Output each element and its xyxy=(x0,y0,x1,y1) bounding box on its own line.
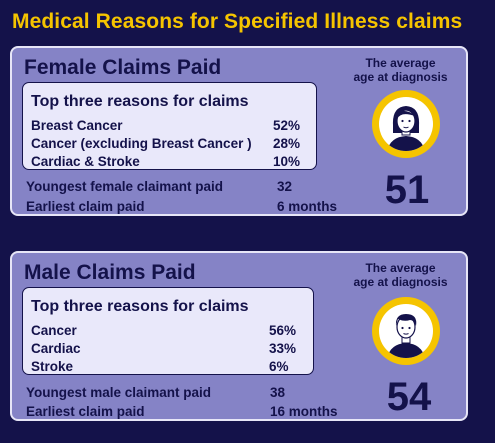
female-reason-3-label: Cardiac & Stroke xyxy=(31,154,140,169)
female-earliest-value: 6 months xyxy=(277,199,338,214)
male-reason-2-value: 33% xyxy=(269,341,297,356)
female-avg-age-value: 51 xyxy=(384,168,430,212)
female-youngest-value: 32 xyxy=(277,179,293,194)
female-reason-1-value: 52% xyxy=(273,118,301,133)
man-avatar-icon xyxy=(372,297,440,365)
male-card-title: Male Claims Paid xyxy=(24,261,196,284)
male-avg-label-line2: age at diagnosis xyxy=(353,275,448,289)
female-card-title: Female Claims Paid xyxy=(24,56,222,79)
male-reasons-panel: Top three reasons for claims Cancer 56% … xyxy=(22,287,314,375)
female-youngest-label: Youngest female claimant paid xyxy=(26,179,224,194)
male-earliest-label: Earliest claim paid xyxy=(26,404,145,419)
male-earliest-value: 16 months xyxy=(270,404,338,419)
page-title: Medical Reasons for Specified Illness cl… xyxy=(12,10,463,33)
male-avg-label-line1: The average xyxy=(365,261,436,275)
female-reasons-panel: Top three reasons for claims Breast Canc… xyxy=(22,82,317,170)
male-reason-1-label: Cancer xyxy=(31,323,77,338)
female-earliest-label: Earliest claim paid xyxy=(26,199,145,214)
female-reason-1-label: Breast Cancer xyxy=(31,118,123,133)
female-reason-2-label: Cancer (excluding Breast Cancer ) xyxy=(31,136,252,151)
female-reason-3-value: 10% xyxy=(273,154,301,169)
male-reason-2-label: Cardiac xyxy=(31,341,81,356)
male-youngest-value: 38 xyxy=(270,385,286,400)
male-reason-3-label: Stroke xyxy=(31,359,74,374)
woman-avatar-icon xyxy=(372,90,440,158)
female-reason-2-value: 28% xyxy=(273,136,301,151)
female-avg-age-label: The average age at diagnosis xyxy=(343,56,458,84)
male-reason-1-value: 56% xyxy=(269,323,297,338)
female-avg-label-line2: age at diagnosis xyxy=(353,70,448,84)
male-youngest-label: Youngest male claimant paid xyxy=(26,385,212,400)
male-claims-card: Male Claims Paid Top three reasons for c… xyxy=(10,251,468,421)
male-avg-age-value: 54 xyxy=(386,375,432,419)
female-avg-label-line1: The average xyxy=(365,56,436,70)
male-reason-3-value: 6% xyxy=(269,359,289,374)
female-claims-card: Female Claims Paid Top three reasons for… xyxy=(10,46,468,216)
male-reasons-heading: Top three reasons for claims xyxy=(31,298,249,315)
female-reasons-heading: Top three reasons for claims xyxy=(31,93,249,110)
male-avg-age-label: The average age at diagnosis xyxy=(343,261,458,289)
